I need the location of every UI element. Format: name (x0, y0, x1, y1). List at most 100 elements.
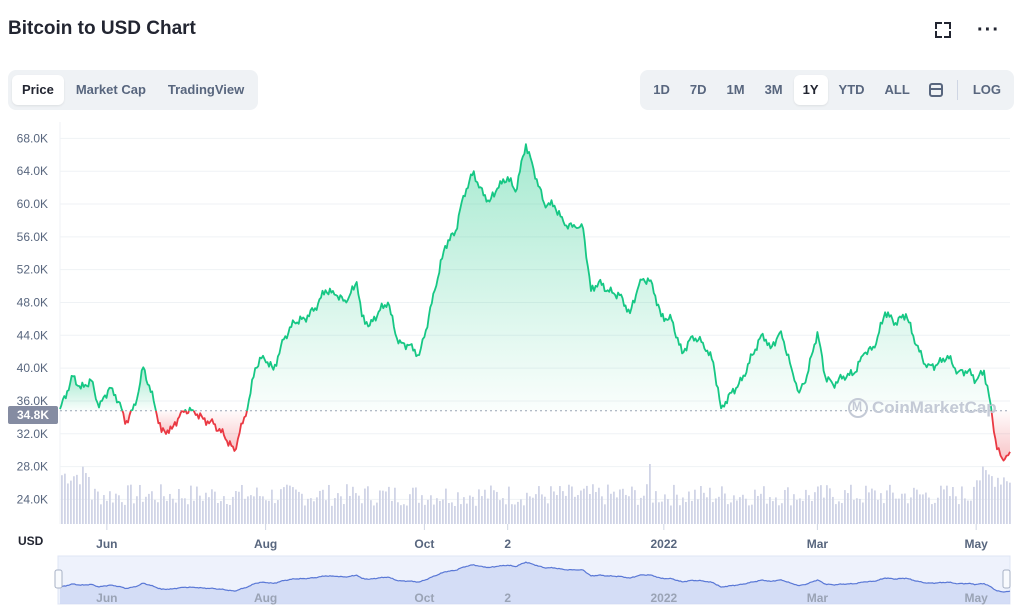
volume-bar (883, 503, 885, 524)
volume-bar (94, 488, 96, 524)
volume-bar (820, 485, 822, 524)
range-7d-button[interactable]: 7D (689, 82, 707, 97)
volume-bar (154, 499, 156, 524)
volume-bar (766, 503, 768, 524)
volume-bar (277, 500, 279, 524)
volume-bar (133, 503, 135, 524)
navigator-tick-label: Oct (414, 591, 434, 605)
volume-bar (385, 491, 387, 524)
volume-bar (505, 504, 507, 524)
calendar-icon[interactable] (928, 83, 943, 97)
volume-bar (973, 486, 975, 524)
range-1d-button[interactable]: 1D (653, 82, 670, 97)
volume-bar (88, 476, 90, 524)
volume-bar (223, 496, 225, 524)
volume-bar (640, 497, 642, 524)
volume-bar (568, 484, 570, 524)
volume-bar (301, 493, 303, 524)
volume-bar (916, 489, 918, 524)
volume-bar (718, 496, 720, 524)
volume-bar (265, 500, 267, 524)
volume-bar (295, 489, 297, 524)
volume-bar (418, 502, 420, 524)
volume-bar (787, 487, 789, 524)
volume-bar (943, 489, 945, 524)
volume-bar (844, 490, 846, 524)
volume-bar (598, 487, 600, 524)
volume-bar (709, 487, 711, 524)
volume-bar (934, 502, 936, 524)
volume-bar (901, 493, 903, 524)
volume-bar (499, 500, 501, 524)
volume-bar (487, 498, 489, 524)
volume-bar (241, 484, 243, 524)
volume-bar (304, 505, 306, 524)
volume-bar (166, 500, 168, 524)
volume-bar (307, 498, 309, 524)
range-ytd-button[interactable]: YTD (838, 82, 865, 97)
navigator-right-handle[interactable] (1002, 569, 1011, 589)
volume-bar (82, 466, 84, 524)
volume-bar (346, 484, 348, 524)
volume-bar (187, 504, 189, 524)
price-line-down (121, 410, 132, 425)
tab-price[interactable]: Price (12, 75, 64, 105)
y-tick-label: 52.0K (17, 263, 48, 277)
volume-bar (571, 486, 573, 524)
volume-bar (784, 489, 786, 524)
volume-bar (601, 496, 603, 524)
volume-bar (706, 497, 708, 524)
navigator-tick-label: Mar (807, 591, 829, 605)
volume-bar (976, 480, 978, 524)
volume-bar (772, 501, 774, 524)
tab-market-cap[interactable]: Market Cap (75, 82, 146, 97)
volume-bar (664, 494, 666, 524)
volume-bar (475, 505, 477, 524)
volume-bar (445, 488, 447, 524)
navigator-tick-label: 2022 (650, 591, 677, 605)
x-tick-label: 2 (504, 537, 511, 551)
range-3m-button[interactable]: 3M (764, 82, 783, 97)
volume-bar (271, 489, 273, 524)
tab-tradingview[interactable]: TradingView (167, 82, 245, 97)
range-all-button[interactable]: ALL (884, 82, 910, 97)
y-tick-label: 68.0K (17, 131, 48, 145)
volume-bar (373, 505, 375, 524)
navigator-left-handle[interactable] (54, 569, 63, 589)
volume-bar (847, 493, 849, 524)
volume-bar (412, 487, 414, 524)
volume-bar (637, 504, 639, 524)
cmc-logo-icon (848, 398, 868, 418)
volume-bar (835, 504, 837, 524)
navigator-tick-label: May (964, 591, 988, 605)
volume-bar (607, 484, 609, 524)
volume-bar (298, 491, 300, 524)
volume-bar (754, 489, 756, 524)
volume-bar (202, 500, 204, 524)
volume-bar (913, 487, 915, 524)
watermark-text: CoinMarketCap (872, 398, 997, 417)
range-1y-button[interactable]: 1Y (793, 75, 828, 105)
volume-bar (268, 500, 270, 524)
y-tick-label: 28.0K (17, 460, 48, 474)
volume-bar (160, 484, 162, 524)
volume-bar (592, 484, 594, 524)
volume-bar (919, 494, 921, 524)
volume-bar (190, 485, 192, 524)
fullscreen-icon[interactable] (935, 22, 952, 38)
volume-bar (226, 504, 228, 524)
volume-bar (553, 491, 555, 524)
volume-bar (424, 504, 426, 524)
volume-bar (808, 495, 810, 524)
volume-bar (937, 497, 939, 524)
volume-bar (778, 505, 780, 524)
volume-bar (529, 496, 531, 524)
log-scale-button[interactable]: LOG (972, 82, 1001, 97)
volume-bar (667, 499, 669, 524)
price-line-up (246, 143, 993, 412)
volume-bar (649, 464, 651, 524)
watermark: CoinMarketCap (848, 398, 997, 418)
range-1m-button[interactable]: 1M (726, 82, 745, 97)
volume-bar (220, 501, 222, 524)
